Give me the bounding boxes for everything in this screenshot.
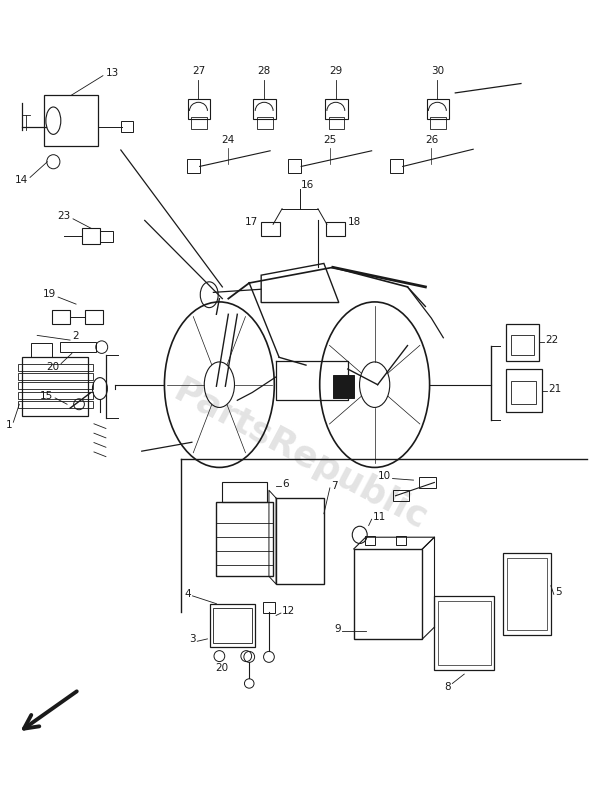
Bar <box>22 357 88 416</box>
Bar <box>392 491 409 502</box>
Bar <box>188 99 211 119</box>
Text: 14: 14 <box>14 175 28 184</box>
Text: 11: 11 <box>373 512 386 522</box>
Bar <box>511 335 533 355</box>
Text: 27: 27 <box>192 66 205 75</box>
Text: 19: 19 <box>43 289 56 299</box>
Bar <box>261 222 280 236</box>
Bar <box>44 95 98 146</box>
Bar <box>17 363 93 371</box>
Bar <box>191 117 207 129</box>
Bar <box>354 549 422 639</box>
Text: 3: 3 <box>189 634 196 644</box>
Bar <box>430 117 446 129</box>
Bar <box>121 121 133 132</box>
Bar <box>276 498 324 584</box>
Bar <box>427 99 449 119</box>
Text: 15: 15 <box>40 391 53 400</box>
Text: 25: 25 <box>323 135 337 145</box>
Text: 5: 5 <box>555 587 562 597</box>
Bar <box>434 596 494 670</box>
Bar <box>211 604 255 647</box>
Bar <box>438 601 491 666</box>
Bar <box>253 99 276 119</box>
Bar <box>389 159 403 173</box>
Bar <box>329 117 344 129</box>
Text: 26: 26 <box>425 135 438 145</box>
Bar <box>52 310 70 324</box>
Bar <box>503 553 551 635</box>
Text: 22: 22 <box>545 335 558 345</box>
Bar <box>217 550 273 564</box>
Text: 20: 20 <box>215 663 229 673</box>
Text: 6: 6 <box>282 479 289 489</box>
Bar <box>419 477 436 488</box>
Bar <box>257 117 272 129</box>
Text: 13: 13 <box>106 68 119 79</box>
Bar <box>85 310 103 324</box>
Bar <box>511 381 536 404</box>
Bar <box>288 159 301 173</box>
Text: 9: 9 <box>334 624 341 633</box>
Text: 23: 23 <box>58 210 71 221</box>
Bar <box>506 557 547 630</box>
Text: 12: 12 <box>282 606 295 615</box>
Text: 7: 7 <box>331 480 338 491</box>
Text: 29: 29 <box>329 66 343 75</box>
Bar <box>395 535 406 545</box>
Text: 18: 18 <box>348 217 361 227</box>
Text: 24: 24 <box>222 135 235 145</box>
Text: 28: 28 <box>257 66 271 75</box>
Text: 16: 16 <box>301 181 314 190</box>
Bar <box>187 159 200 173</box>
Text: 20: 20 <box>46 362 59 371</box>
Text: 21: 21 <box>548 384 561 393</box>
Text: 1: 1 <box>5 420 12 430</box>
Bar <box>217 523 273 537</box>
Bar <box>333 374 354 398</box>
Text: 30: 30 <box>431 66 444 75</box>
Bar <box>506 369 542 412</box>
Bar <box>325 99 348 119</box>
Bar <box>506 323 539 361</box>
Bar <box>263 602 275 613</box>
Text: PartsRepublic: PartsRepublic <box>167 374 433 536</box>
Text: 8: 8 <box>444 681 451 692</box>
Bar <box>17 401 93 408</box>
Text: 2: 2 <box>72 331 79 341</box>
Bar <box>223 483 267 502</box>
Text: 4: 4 <box>184 589 191 598</box>
Bar <box>31 343 52 357</box>
Text: 10: 10 <box>377 471 391 481</box>
Bar <box>326 222 345 236</box>
Bar <box>17 373 93 380</box>
Bar <box>82 228 100 244</box>
Bar <box>214 608 252 643</box>
Bar <box>217 502 273 576</box>
Bar <box>17 392 93 399</box>
Bar <box>100 231 113 242</box>
Text: 17: 17 <box>245 217 258 227</box>
Bar <box>365 535 375 545</box>
Bar <box>17 382 93 389</box>
Bar <box>60 342 96 352</box>
